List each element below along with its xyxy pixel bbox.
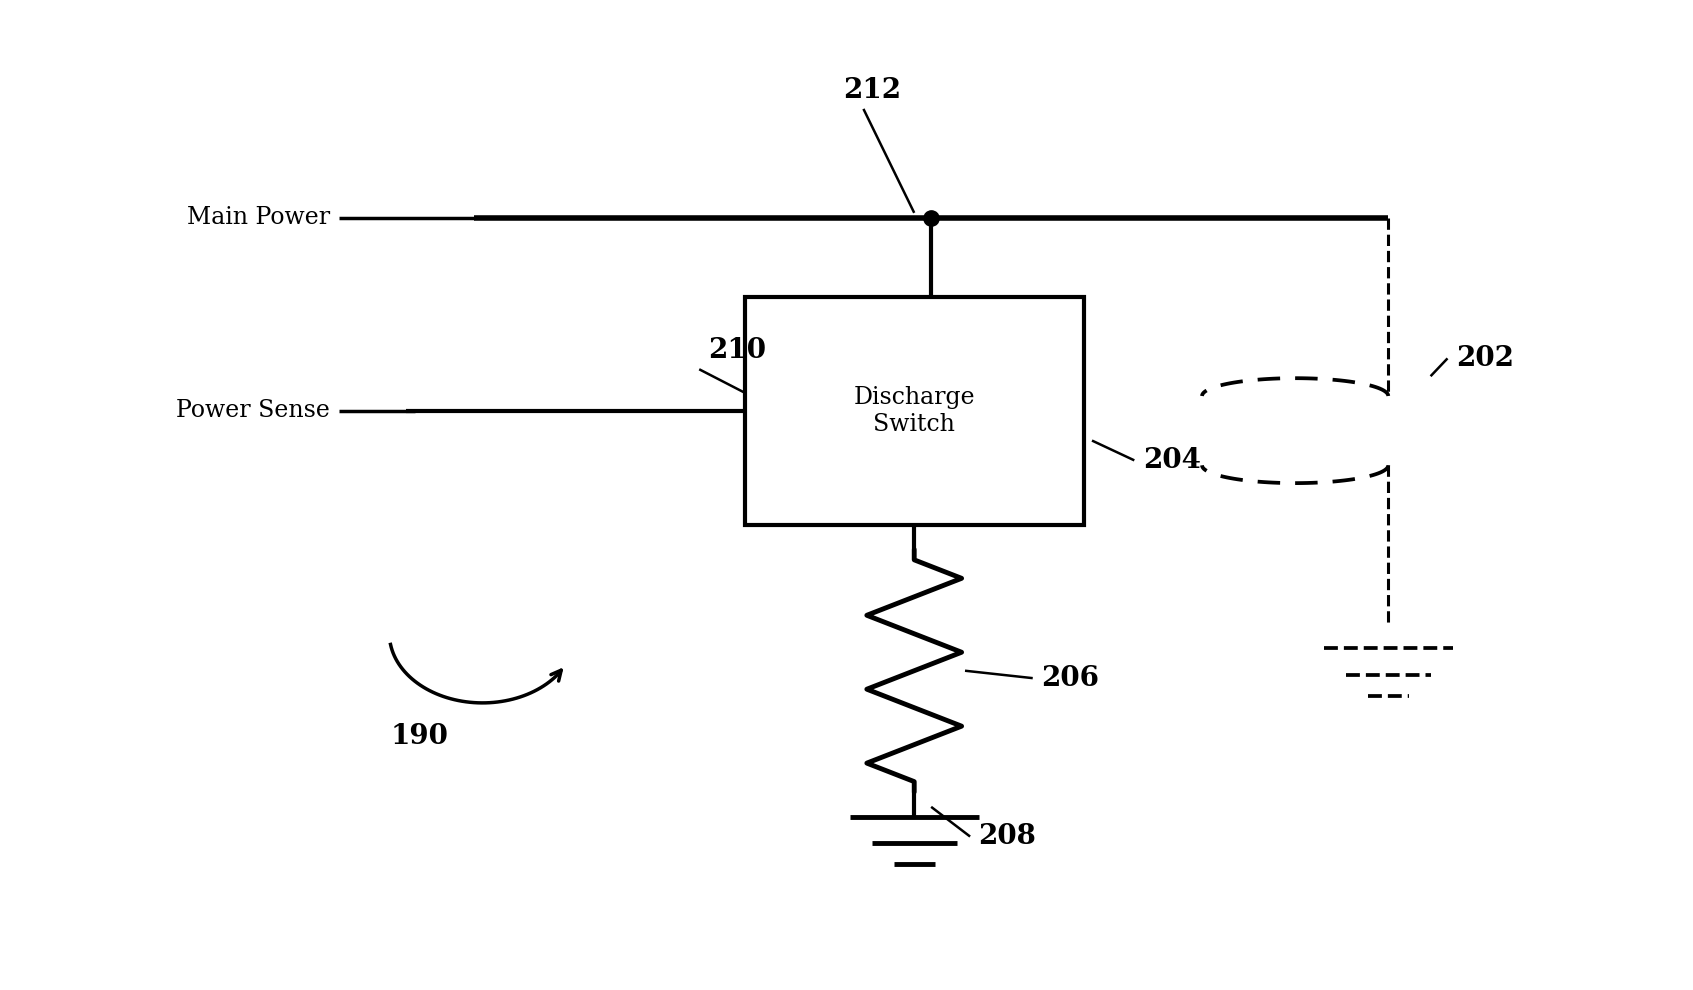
Text: 206: 206 <box>1041 664 1099 692</box>
Text: Main Power: Main Power <box>186 206 330 230</box>
Text: 210: 210 <box>708 338 765 364</box>
Text: 208: 208 <box>979 823 1036 850</box>
Bar <box>745 297 1084 525</box>
Text: Power Sense: Power Sense <box>176 399 330 423</box>
Text: 204: 204 <box>1143 446 1200 474</box>
Text: 212: 212 <box>843 77 901 104</box>
Text: Discharge
Switch: Discharge Switch <box>853 386 975 436</box>
Text: 190: 190 <box>391 723 449 749</box>
Text: 202: 202 <box>1456 345 1514 372</box>
